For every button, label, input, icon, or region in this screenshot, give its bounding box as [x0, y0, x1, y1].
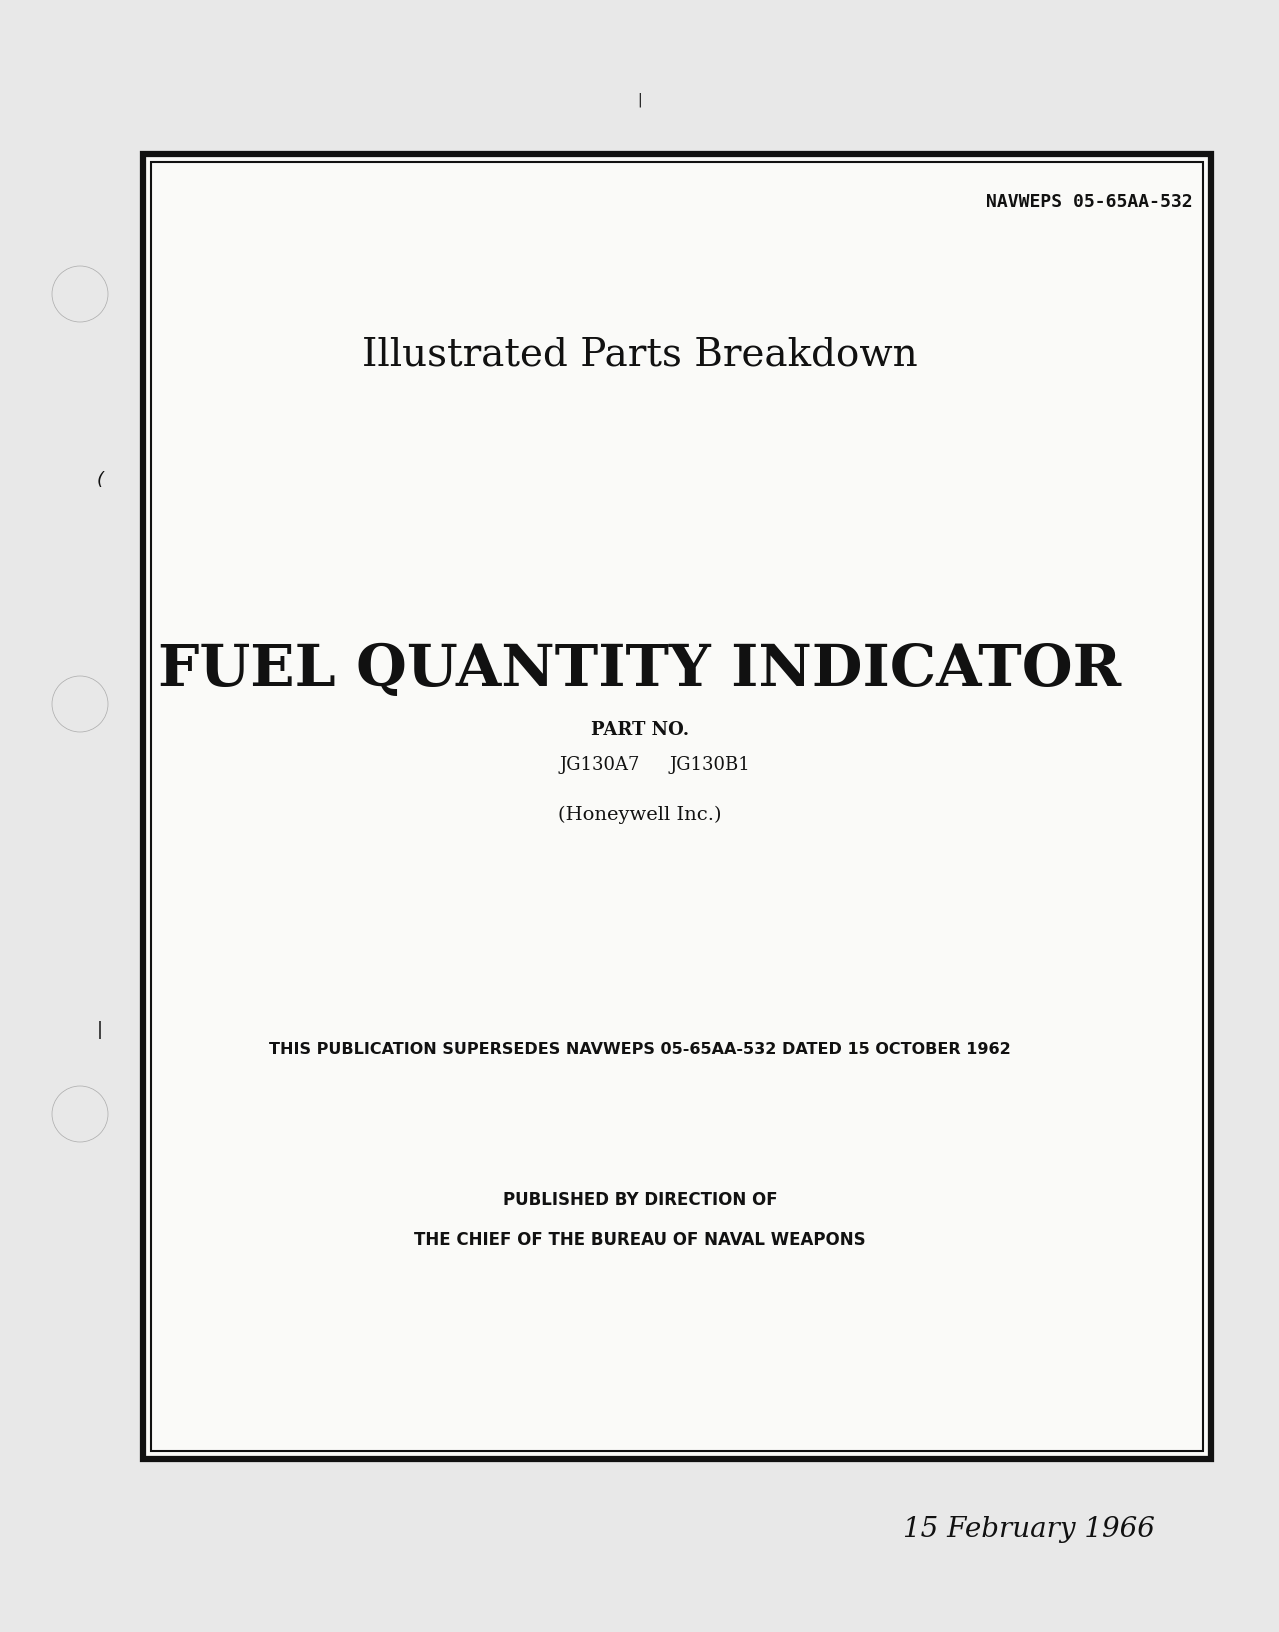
Circle shape	[52, 268, 107, 323]
Text: PUBLISHED BY DIRECTION OF: PUBLISHED BY DIRECTION OF	[503, 1190, 778, 1208]
Bar	[151, 163, 1204, 1451]
Text: (Honeywell Inc.): (Honeywell Inc.)	[558, 805, 721, 824]
Text: Illustrated Parts Breakdown: Illustrated Parts Breakdown	[362, 336, 918, 374]
Text: 15 February 1966: 15 February 1966	[903, 1516, 1155, 1542]
Text: (: (	[96, 470, 104, 488]
Text: PART NO.: PART NO.	[591, 721, 689, 739]
Text: THIS PUBLICATION SUPERSEDES NAVWEPS 05-65AA-532 DATED 15 OCTOBER 1962: THIS PUBLICATION SUPERSEDES NAVWEPS 05-6…	[269, 1041, 1010, 1058]
Text: JG130A7: JG130A7	[560, 756, 641, 774]
Bar	[143, 155, 1211, 1459]
Circle shape	[52, 677, 107, 733]
Text: JG130B1: JG130B1	[670, 756, 751, 774]
Text: |: |	[638, 93, 642, 108]
Bar	[143, 155, 1211, 1459]
Text: |: |	[97, 1020, 104, 1038]
Text: THE CHIEF OF THE BUREAU OF NAVAL WEAPONS: THE CHIEF OF THE BUREAU OF NAVAL WEAPONS	[414, 1231, 866, 1248]
Text: FUEL QUANTITY INDICATOR: FUEL QUANTITY INDICATOR	[159, 641, 1122, 697]
Text: NAVWEPS 05-65AA-532: NAVWEPS 05-65AA-532	[986, 193, 1193, 211]
Circle shape	[52, 1087, 107, 1142]
